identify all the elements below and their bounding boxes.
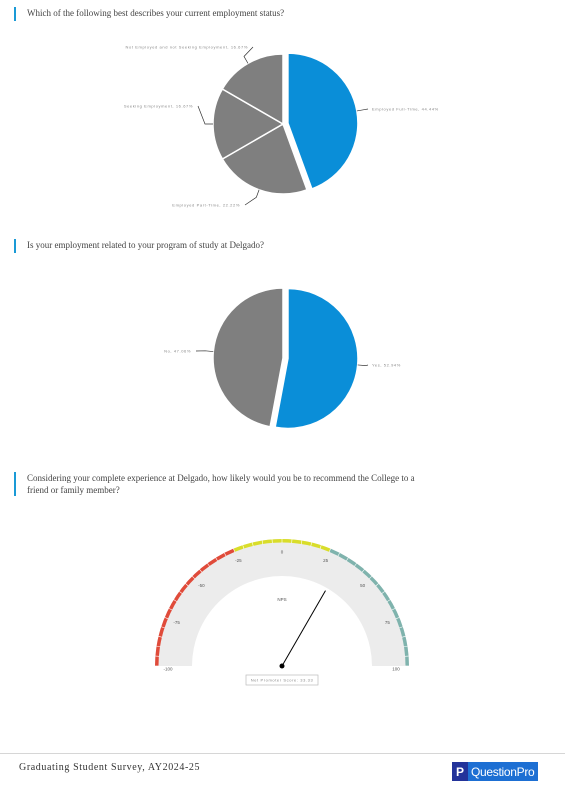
footer-title: Graduating Student Survey, AY2024-25 [19, 762, 201, 773]
gauge-minor-tick [391, 608, 396, 611]
pie-slice-label: Not Employed and not Seeking Employment,… [126, 45, 248, 50]
gauge-minor-tick [168, 608, 173, 611]
gauge-tick-label: 25 [323, 558, 329, 563]
gauge-band-red [155, 548, 235, 666]
pie-leader-line [244, 189, 260, 206]
gauge-minor-tick [191, 575, 196, 580]
gauge-tick-label: -75 [173, 620, 180, 625]
gauge-tick-label: 50 [360, 583, 366, 588]
footer-divider [0, 753, 565, 754]
gauge-minor-tick [375, 583, 379, 587]
gauge-minor-tick [328, 548, 331, 553]
gauge-tick-label: 75 [385, 620, 391, 625]
gauge-tick-label: -100 [163, 667, 173, 672]
gauge-minor-tick [398, 626, 403, 629]
question-accent-bar [14, 472, 16, 496]
pie-slice-label: No, 47.06% [164, 349, 191, 354]
pie-slice [221, 53, 284, 126]
pie-slice-label: Employed Part-Time, 22.22% [172, 203, 240, 208]
question-3-text: Considering your complete experience at … [27, 473, 415, 495]
gauge-minor-tick [173, 599, 178, 602]
gauge-minor-tick [395, 617, 400, 620]
gauge-minor-tick [199, 569, 203, 573]
employment-status-pie-chart: Employed Full-Time, 44.44% Employed Part-… [124, 45, 439, 208]
pie-slice-label: Yes, 52.94% [372, 363, 401, 368]
gauge-minor-tick [354, 563, 357, 567]
gauge-minor-tick [337, 552, 340, 557]
gauge-needle-pivot [279, 663, 285, 669]
gauge-minor-tick [215, 557, 218, 562]
gauge-minor-tick [386, 599, 391, 602]
pie-slice [274, 287, 359, 430]
gauge-minor-tick [161, 626, 166, 629]
pie-leader-line [356, 108, 369, 112]
pie-leader-line [243, 46, 254, 64]
gauge-title: NPS [277, 597, 286, 602]
gauge-minor-tick [300, 540, 303, 545]
gauge-tick-label: 0 [281, 550, 284, 555]
gauge-tick-label: -25 [235, 558, 242, 563]
question-1-text: Which of the following best describes yo… [27, 8, 285, 18]
gauge-minor-tick [403, 645, 408, 648]
pie-leader-line [197, 105, 214, 125]
gauge-background [155, 539, 409, 666]
questionpro-logo: P QuestionPro [452, 762, 546, 781]
gauge-minor-tick [242, 545, 245, 550]
gauge-minor-tick [381, 591, 385, 594]
gauge-minor-tick [261, 540, 264, 545]
gauge-minor-tick [156, 645, 161, 648]
pie-slice [212, 87, 285, 161]
gauge-minor-tick [179, 591, 183, 594]
gauge-minor-tick [233, 548, 236, 553]
question-accent-bar [14, 7, 16, 21]
gauge-needle [281, 590, 326, 667]
pie-slice-label: Seeking Employment, 16.67% [124, 104, 193, 109]
pie-leader-line [195, 350, 214, 352]
gauge-tick-label: -50 [198, 583, 205, 588]
gauge-value-box [245, 674, 319, 686]
gauge-minor-tick [346, 557, 349, 562]
gauge-band-teal [329, 548, 409, 666]
gauge-minor-tick [164, 617, 169, 620]
employment-related-pie-chart: Yes, 52.94% No, 47.06% [164, 287, 401, 430]
gauge-minor-tick [319, 545, 322, 550]
nps-gauge-chart: -100 -75 -50 -25 0 25 50 75 100 NPS Net Promoter S… [155, 539, 409, 686]
pie-leader-line [357, 364, 369, 367]
gauge-minor-tick [401, 636, 406, 638]
brand-name: QuestionPro [468, 762, 539, 781]
gauge-minor-tick [252, 542, 254, 547]
gauge-minor-tick [185, 583, 189, 587]
gauge-minor-tick [361, 569, 365, 573]
gauge-minor-tick [224, 552, 227, 557]
question-accent-bar [14, 239, 16, 253]
brand-mark-icon: P [452, 762, 468, 781]
pie-slice [287, 52, 359, 190]
gauge-minor-tick [310, 542, 312, 547]
gauge-minor-tick [207, 563, 210, 567]
pie-slice [212, 287, 284, 428]
gauge-minor-tick [158, 636, 163, 638]
gauge-minor-tick [368, 575, 373, 580]
gauge-band-yellow [233, 539, 331, 552]
pie-slice-label: Employed Full-Time, 44.44% [372, 107, 439, 112]
question-2-text: Is your employment related to your progr… [27, 240, 264, 250]
gauge-value-label: Net Promoter Score: 33.33 [251, 678, 314, 683]
pie-slice [221, 122, 308, 195]
gauge-tick-label: 100 [392, 667, 400, 672]
